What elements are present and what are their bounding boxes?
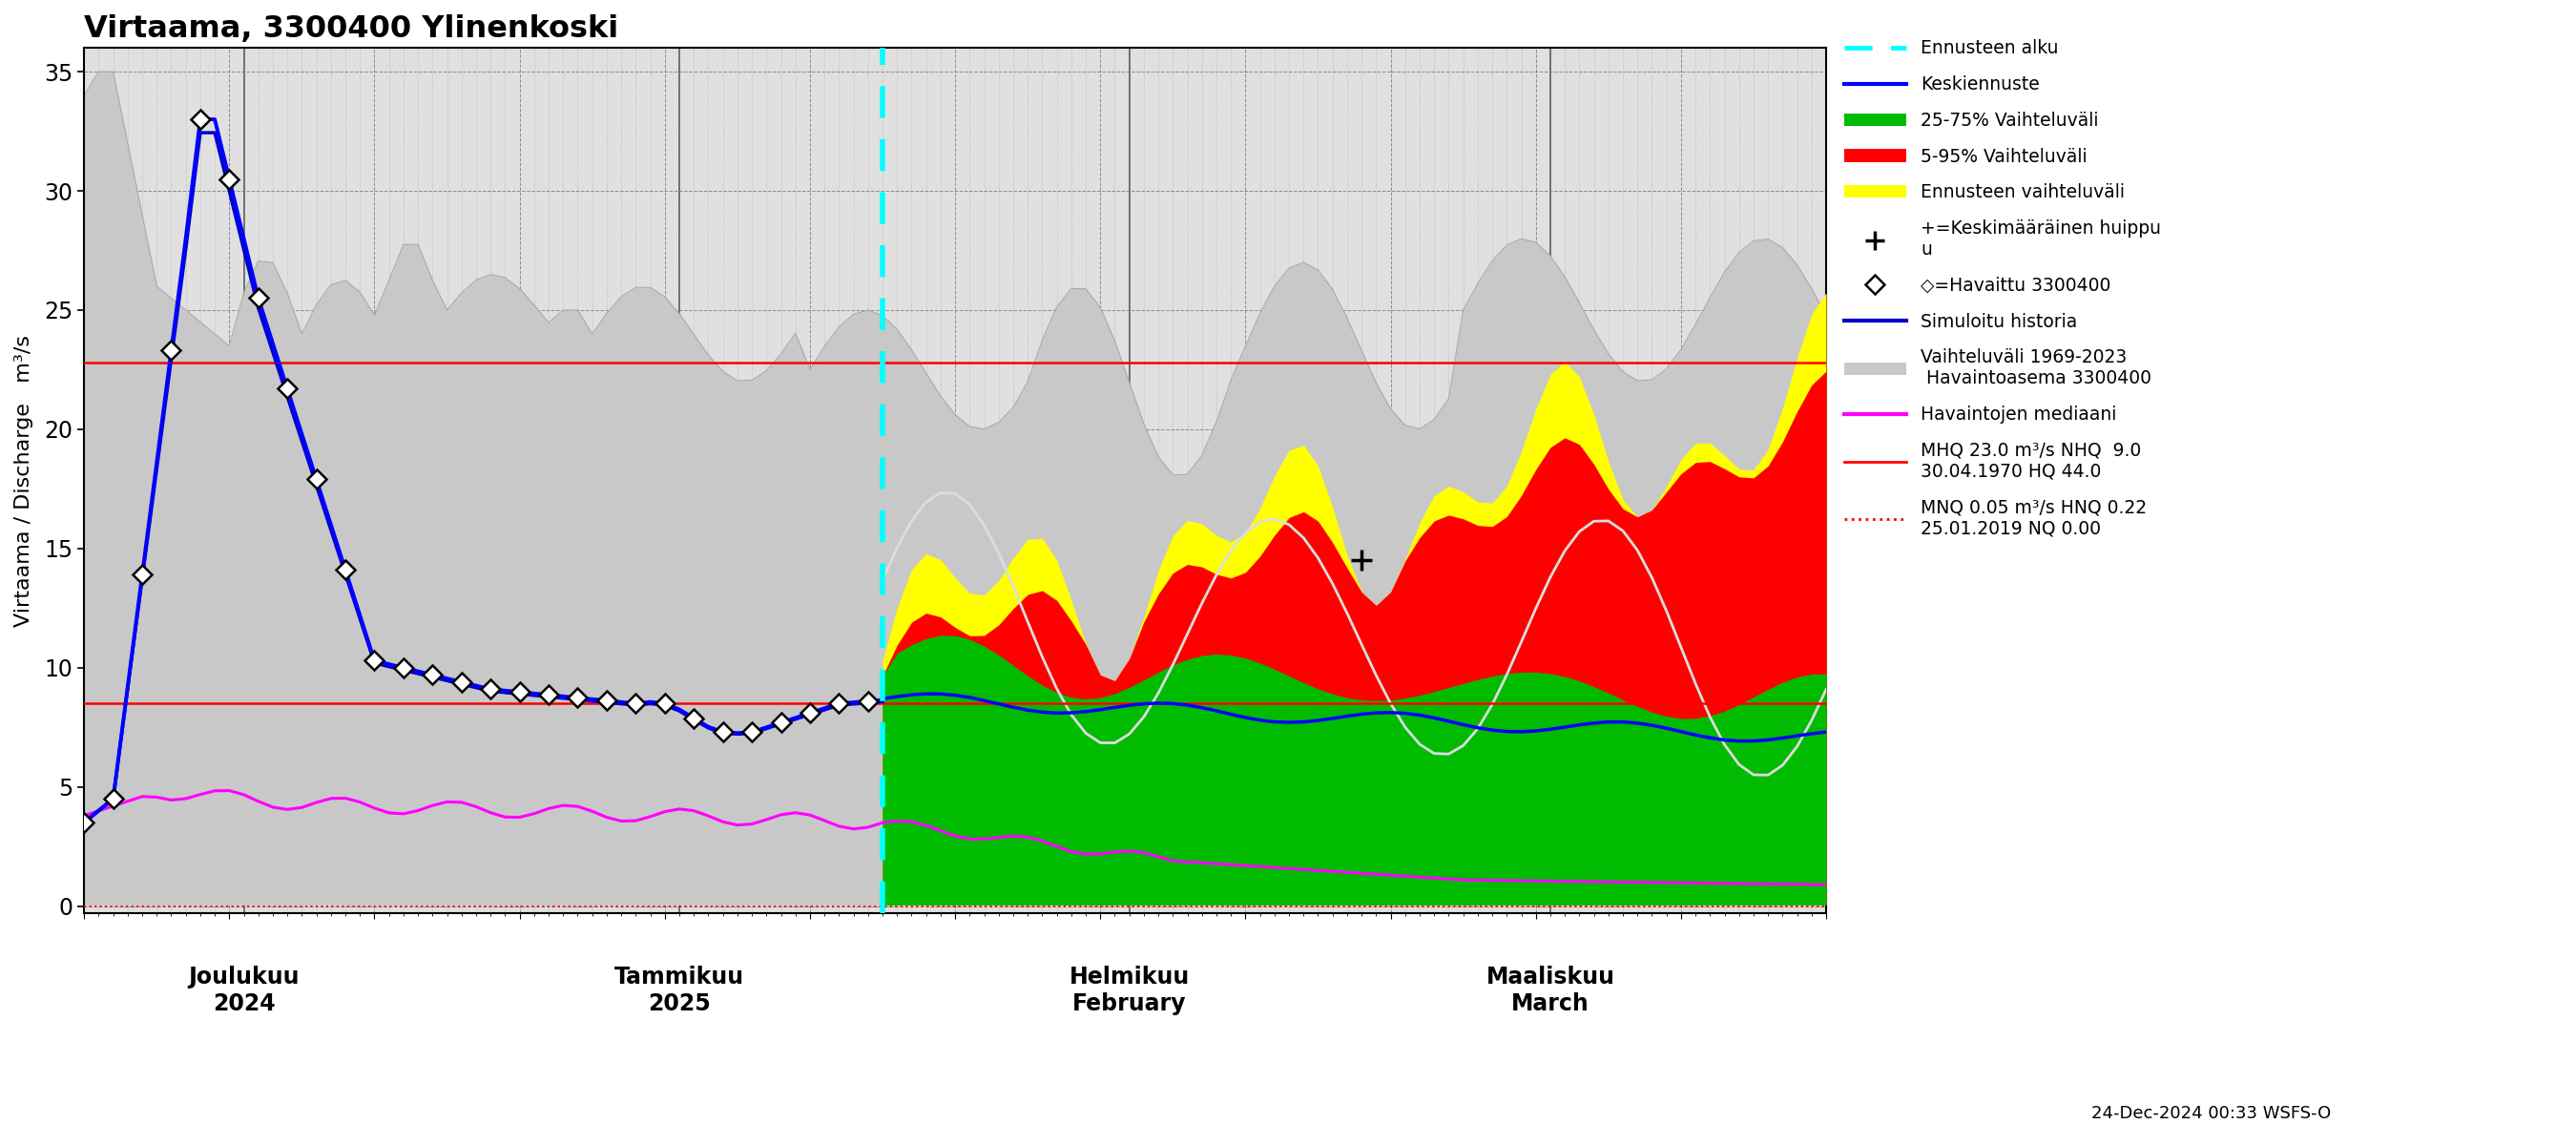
Y-axis label: Virtaama / Discharge   m³/s: Virtaama / Discharge m³/s <box>15 334 33 626</box>
Text: Joulukuu
2024: Joulukuu 2024 <box>188 965 299 1016</box>
Legend: Ennusteen alku, Keskiennuste, 25-75% Vaihteluväli, 5-95% Vaihteluväli, Ennusteen: Ennusteen alku, Keskiennuste, 25-75% Vai… <box>1844 39 2161 538</box>
Text: 24-Dec-2024 00:33 WSFS-O: 24-Dec-2024 00:33 WSFS-O <box>2092 1105 2331 1122</box>
Text: Maaliskuu
March: Maaliskuu March <box>1486 965 1615 1016</box>
Text: Tammikuu
2025: Tammikuu 2025 <box>613 965 744 1016</box>
Text: Virtaama, 3300400 Ylinenkoski: Virtaama, 3300400 Ylinenkoski <box>85 14 618 44</box>
Text: Helmikuu
February: Helmikuu February <box>1069 965 1190 1016</box>
